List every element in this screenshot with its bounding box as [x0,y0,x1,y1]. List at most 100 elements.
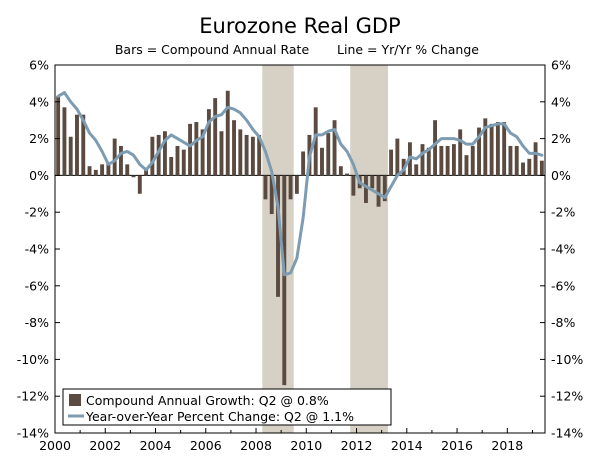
bar-76 [533,142,538,176]
bar-33 [263,175,268,200]
x-tick-label-5: 2010 [290,438,322,453]
bar-9 [112,138,117,176]
bar-71 [502,122,507,176]
chart-subtitle-line: Line = Yr/Yr % Change [337,42,479,57]
legend-label-line: Year-over-Year Percent Change: Q2 @ 1.1% [85,409,354,424]
y-tick-label-right-8: -10% [551,352,583,367]
y-tick-label-left-3: 0% [29,168,49,183]
x-tick-label-9: 2018 [491,438,523,453]
bar-67 [477,127,481,176]
y-axis-left: 6% 4% 2% 0% -2% -4% -6% -8% -10% -12% -14% [17,58,60,441]
bar-8 [106,162,111,176]
yoy-line [56,91,544,277]
bar-30 [244,134,249,176]
y-tick-label-left-2: 2% [29,131,49,146]
bar-21 [188,123,193,176]
y-tick-label-left-8: -10% [17,352,49,367]
bar-44 [332,120,337,176]
x-tick-label-3: 2006 [190,438,222,453]
bar-46 [345,173,350,176]
bar-11 [125,164,130,176]
bar-3 [75,114,79,176]
recession-band-1 [350,65,388,433]
bar-64 [458,129,463,176]
chart-title: Eurozone Real GDP [199,14,400,38]
bar-0 [56,96,61,176]
y-tick-label-left-0: 6% [29,58,49,73]
x-tick-label-6: 2012 [341,438,373,453]
bar-39 [301,151,306,176]
bar-45 [338,166,343,176]
chart-subtitle-bars: Bars = Compound Annual Rate [115,42,310,57]
bar-6 [93,169,98,176]
bar-4 [81,114,86,176]
y-tick-label-left-5: -4% [25,242,49,257]
legend-swatch-bars [69,394,81,406]
y-tick-label-left-4: -2% [25,205,49,220]
bar-54 [395,138,400,176]
x-tick-label-4: 2008 [240,438,272,453]
bar-51 [376,175,381,207]
bar-62 [445,145,450,176]
bar-69 [489,123,494,176]
bar-61 [439,145,444,176]
legend: Compound Annual Growth: Q2 @ 0.8% Year-o… [62,388,392,426]
bar-10 [119,145,123,176]
x-axis: 2000 2002 2004 2006 2008 2010 2012 2014 2016 2018 [39,428,533,453]
x-tick-label-1: 2002 [89,438,121,453]
recession-bands [262,65,388,433]
bar-63 [451,144,456,176]
bar-13 [137,175,142,194]
y-tick-label-right-2: 2% [551,131,571,146]
bar-38 [294,175,299,194]
y-tick-label-right-1: 4% [551,94,571,109]
bar-47 [351,175,356,196]
bar-1 [62,107,67,176]
bar-58 [420,144,425,176]
y-tick-label-left-9: -12% [17,389,49,404]
bar-72 [508,145,513,176]
plot-frame [54,64,546,434]
bar-66 [470,145,475,176]
y-tick-label-right-3: 0% [551,168,571,183]
bar-42 [320,147,324,176]
bar-52 [382,175,387,202]
bar-41 [313,107,318,176]
line-series [56,91,544,277]
bar-20 [181,149,186,176]
bar-24 [206,109,211,176]
bar-2 [68,136,73,176]
x-tick-label-8: 2016 [441,438,473,453]
bar-37 [288,175,293,200]
legend-label-bars: Compound Annual Growth: Q2 @ 0.8% [86,393,329,408]
bar-65 [464,155,469,176]
bar-27 [225,90,230,176]
bar-23 [200,129,205,176]
bar-18 [169,157,174,176]
bar-14 [144,169,149,176]
bar-36 [282,175,287,386]
bar-31 [250,136,255,176]
bar-17 [162,131,167,176]
bar-32 [257,134,262,176]
bar-74 [521,162,525,176]
bar-28 [232,120,236,176]
bar-49 [364,175,368,203]
bar-16 [156,134,161,176]
bar-26 [219,131,224,176]
y-tick-label-left-6: -6% [25,278,49,293]
bar-59 [426,147,431,176]
bar-53 [389,149,394,176]
bar-57 [414,164,419,176]
bar-22 [194,122,199,176]
y-axis-right: 6% 4% 2% 0% -2% -4% -6% -8% -10% -12% -14% [540,58,583,441]
y-tick-label-right-9: -12% [551,389,583,404]
y-tick-label-left-10: -14% [17,426,49,441]
y-tick-label-left-7: -8% [25,315,49,330]
y-tick-label-right-10: -14% [551,426,583,441]
bar-34 [269,175,274,215]
bar-5 [87,166,92,176]
bar-60 [433,120,438,176]
bar-77 [539,160,544,176]
